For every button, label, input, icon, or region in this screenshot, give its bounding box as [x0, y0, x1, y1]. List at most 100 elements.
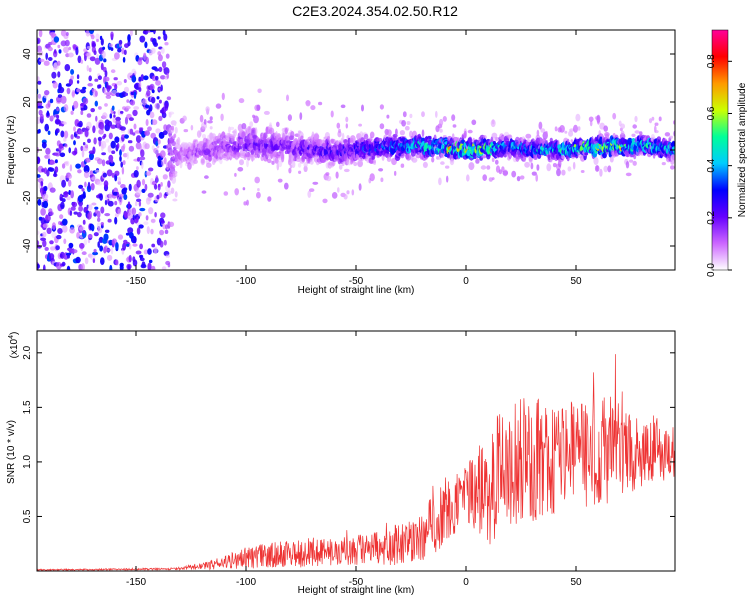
spectrogram-cell [312, 181, 319, 185]
spectrogram-cell [45, 214, 51, 222]
spectrogram-cell [91, 176, 97, 181]
spectrogram-cell [84, 181, 87, 188]
colorbar-label: Normalized spectral amplitude [737, 82, 748, 217]
spectrogram-cell [144, 183, 148, 191]
spectrogram-cell [345, 116, 349, 123]
spectrogram-cell [531, 171, 537, 176]
spectrogram-cell [37, 174, 41, 178]
spectrogram-cell [386, 129, 392, 137]
spectrogram-cell [167, 180, 171, 188]
spectrogram-cell [139, 243, 144, 250]
spectrogram-cell [90, 183, 95, 191]
spectrogram-cell [118, 39, 123, 45]
spectrogram-cell [603, 125, 608, 132]
spectrogram-cell [162, 174, 168, 180]
spectrogram-cell [538, 121, 543, 130]
spectrogram-cell [297, 162, 302, 168]
spectrogram-cell [363, 133, 369, 140]
spectrogram-cell [98, 84, 102, 89]
spectrogram-cell [215, 103, 222, 109]
spectrogram-cell [111, 89, 118, 95]
spectrogram-cell [176, 137, 181, 146]
spectrogram-cell [91, 202, 97, 206]
spectrogram-cell [59, 214, 64, 220]
spectrogram-cell [137, 157, 141, 162]
spectrogram-cell [307, 190, 312, 198]
spectrogram-cell [309, 188, 315, 193]
spectrogram-cell [81, 251, 87, 256]
spectrogram-cell [139, 35, 146, 43]
spectrogram-cell [482, 174, 488, 182]
spectrogram-cell [138, 87, 142, 92]
spectrogram-cell [150, 47, 156, 54]
spectrogram-cell [254, 127, 258, 136]
spectrogram-cell [158, 192, 163, 199]
spectrogram-cell [99, 245, 103, 252]
spectrogram-cell [559, 124, 565, 133]
spectrogram-cell [51, 222, 57, 230]
spectrogram-cell [165, 254, 170, 258]
spectrogram-cell [252, 135, 258, 139]
spectrogram-cell [82, 86, 87, 90]
spectrogram-cell [148, 207, 154, 215]
spectrogram-cell [146, 89, 151, 97]
spectrogram-cell [68, 46, 72, 51]
spectrogram-cell [70, 206, 76, 211]
spectrogram-cell [249, 121, 254, 128]
spectrogram-cell [252, 155, 256, 161]
spectrogram-cell [58, 143, 64, 148]
spectrogram-cell [52, 81, 58, 89]
spectrogram-cell [113, 114, 116, 118]
spectrogram-cell [115, 259, 119, 266]
spectrogram-cell [66, 196, 71, 201]
spectrogram-cell [386, 157, 392, 163]
spectrogram-cell [96, 222, 101, 229]
spectrogram-cell [80, 145, 84, 152]
spectrogram-cell [118, 193, 125, 198]
spectrogram-cell [204, 175, 209, 179]
spectrogram-cell [134, 201, 138, 207]
spectrogram-cell [612, 112, 617, 120]
spectrogram-cell [94, 90, 98, 97]
spectrogram-cell [127, 40, 131, 47]
spectrogram-cell [217, 138, 222, 143]
spectrogram-cell [603, 165, 608, 173]
spectrogram-cell [99, 193, 103, 201]
spectrogram-cell [57, 44, 61, 49]
spectrogram-cell [56, 114, 60, 120]
spectrogram-cell [144, 41, 148, 49]
spectrogram-x-axis-label: Height of straight line (km) [298, 285, 415, 296]
spectrogram-cell [157, 54, 163, 62]
spectrogram-cell [651, 116, 655, 121]
spectrogram-cell [83, 165, 90, 174]
spectrogram-cell [572, 161, 576, 170]
snr-y-tick-label: 1.5 [22, 400, 33, 414]
spectrogram-cell [171, 176, 177, 184]
colorbar: 0.0 0.2 0.4 0.6 0.8 Normalized spectral ampl… [706, 29, 748, 277]
snr-x-tick-label: -100 [236, 577, 256, 588]
spectrogram-cell [502, 170, 509, 176]
spectrogram-cell [546, 163, 552, 172]
spectrogram-cell [123, 79, 127, 83]
snr-panel: -150 -100 -50 0 50 0.5 1.0 1.5 2.0 Height of str… [6, 330, 676, 596]
spectrogram-cell [117, 176, 122, 185]
spectrogram-cell [109, 161, 115, 167]
spectrogram-cell [105, 248, 111, 252]
spectrogram-cell [123, 187, 128, 191]
spectrogram-heatmap [37, 30, 675, 270]
spectrogram-cell [632, 160, 637, 166]
snr-y-multiplier-base: (x10 [9, 338, 20, 358]
spectrogram-cell [93, 248, 97, 253]
spectrogram-cell [82, 97, 89, 105]
spectrogram-cell [140, 74, 144, 82]
spectrogram-cell [133, 106, 140, 110]
spectrogram-cell [114, 213, 119, 218]
spectrogram-cell [84, 129, 89, 138]
spectrogram-cell [73, 211, 78, 215]
spectrogram-cell [45, 52, 48, 60]
spectrogram-cell [143, 30, 149, 35]
spectrogram-cell [62, 218, 68, 226]
spectrogram-cell [47, 130, 51, 135]
spectrogram-cell [95, 33, 100, 42]
spectrogram-cell [37, 156, 41, 165]
